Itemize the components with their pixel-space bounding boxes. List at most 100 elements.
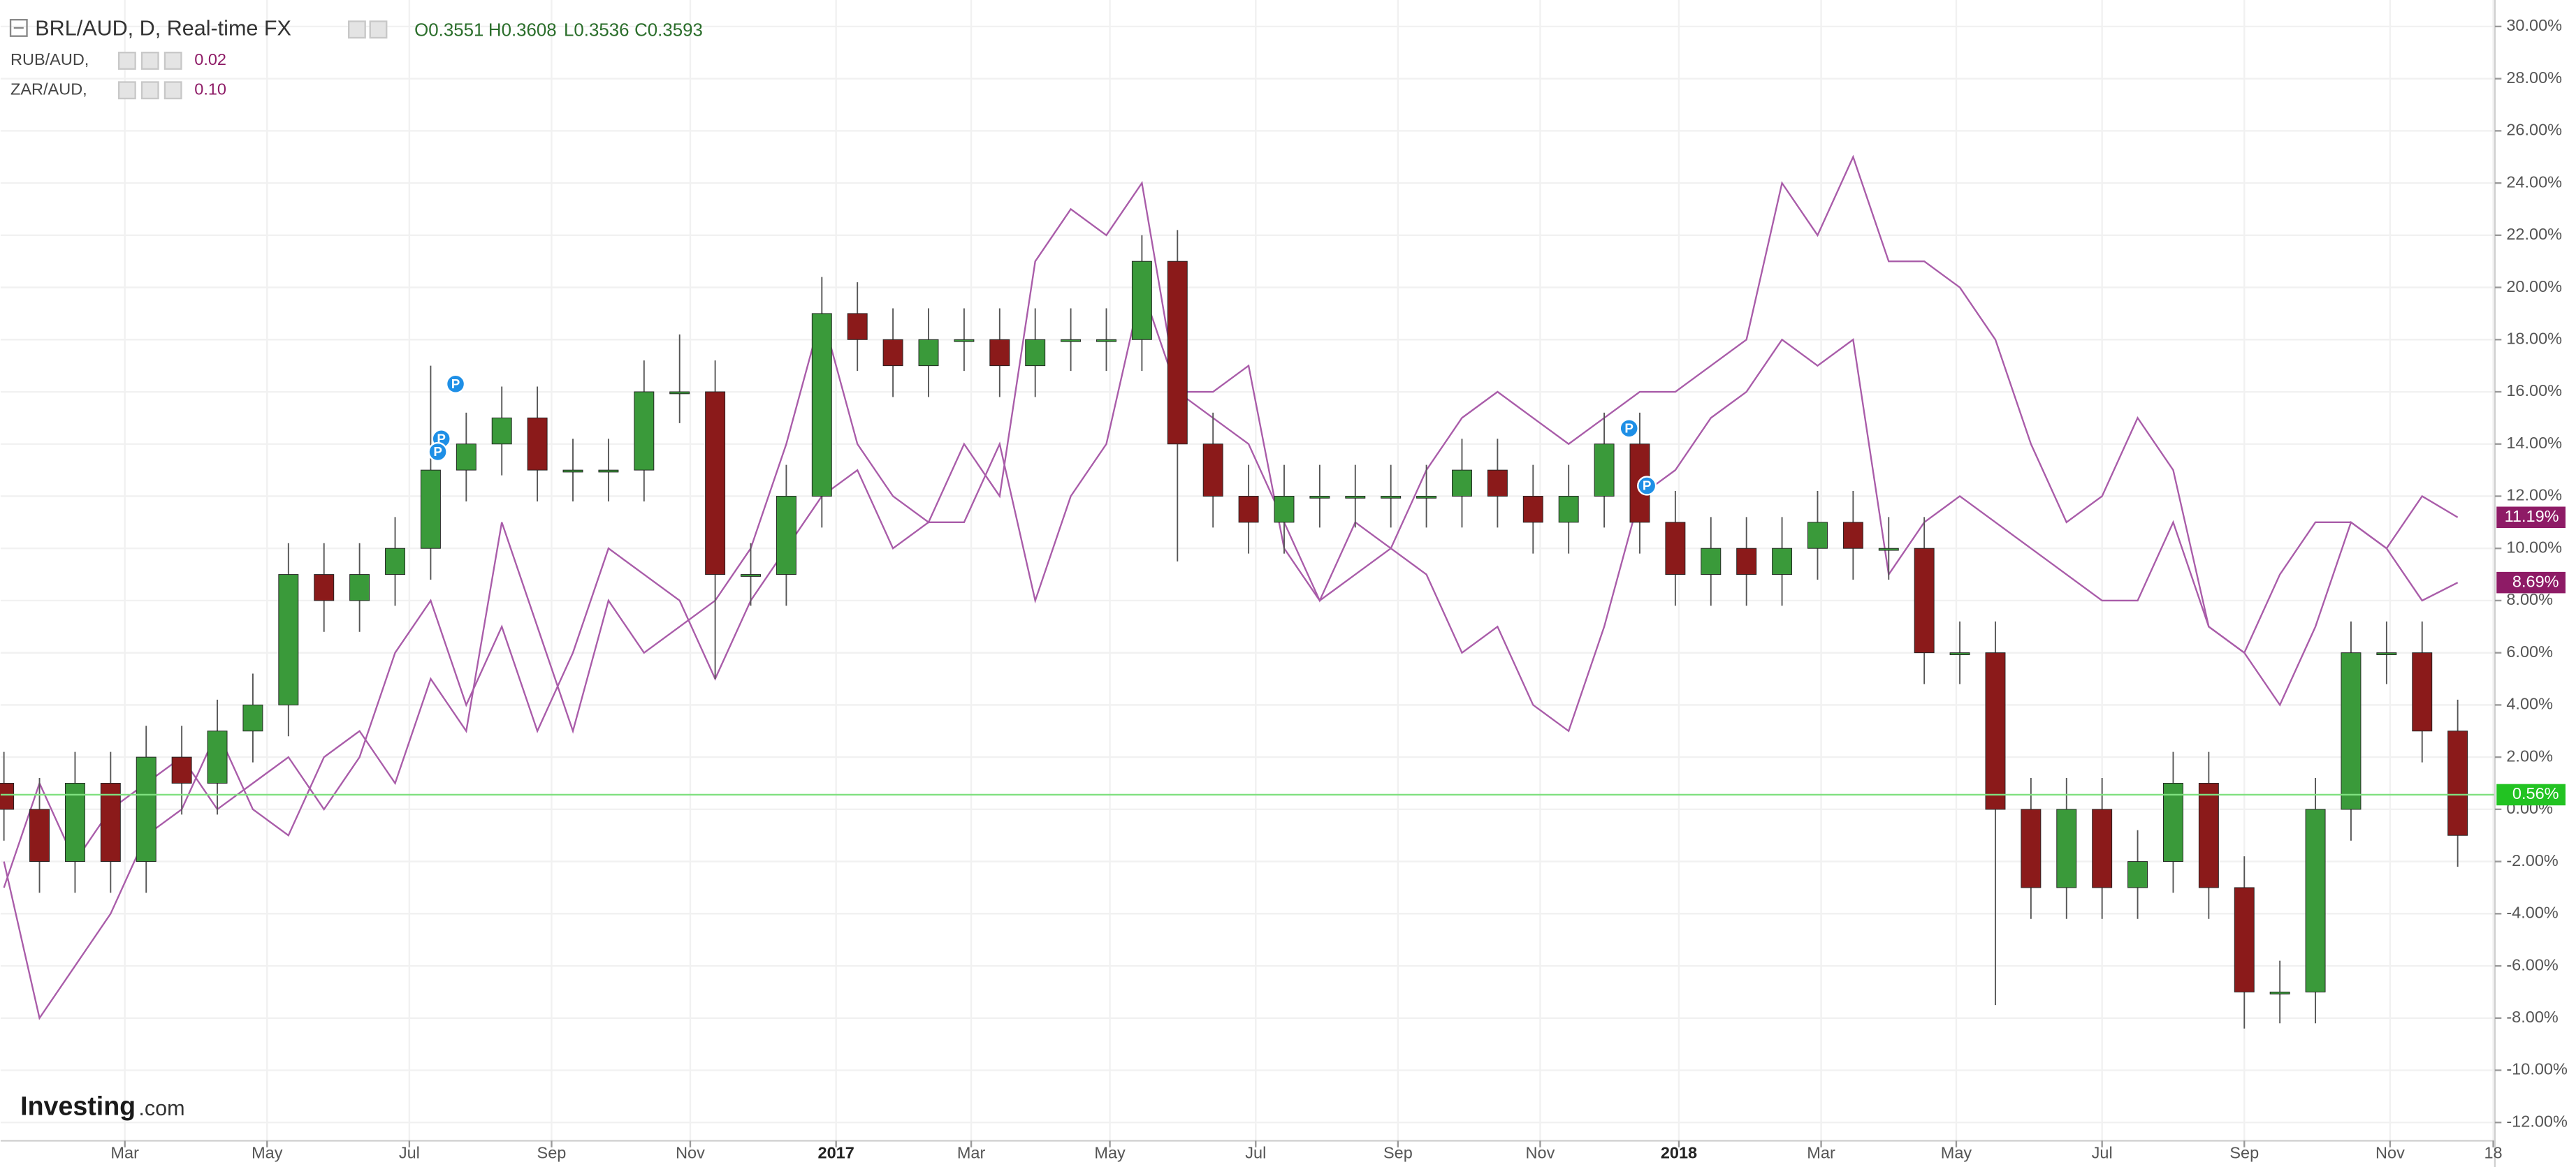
annotation-marker[interactable] — [445, 374, 466, 394]
legend-value: 0.10 — [194, 80, 226, 98]
x-tick-label: Sep — [537, 1143, 567, 1161]
legend-icon[interactable] — [117, 81, 136, 100]
annotation-marker[interactable] — [428, 441, 448, 462]
candle-body — [1736, 548, 1757, 575]
candle-body — [741, 574, 761, 577]
candle-body — [242, 704, 263, 732]
candle-body — [1522, 496, 1543, 523]
x-tick-label: 2017 — [818, 1143, 854, 1161]
reference-tag-bg — [2496, 784, 2566, 806]
y-tick-label: -6.00% — [2506, 955, 2559, 974]
series-line — [3, 154, 2459, 1020]
lines-layer — [3, 154, 2459, 1020]
candle-body — [349, 574, 370, 601]
x-tick-label: Mar — [957, 1143, 986, 1161]
legend-name[interactable]: ZAR/AUD, — [10, 80, 87, 98]
y-tick-label: 22.00% — [2506, 225, 2562, 243]
x-tick-label: Jul — [1245, 1143, 1266, 1161]
candle-body — [420, 469, 441, 549]
candle-body — [1416, 496, 1437, 499]
legend-name[interactable]: RUB/AUD, — [10, 50, 89, 68]
candle-body — [1381, 496, 1402, 499]
annotation-label: P — [451, 376, 460, 391]
candle-body — [1772, 548, 1793, 575]
settings-icon[interactable] — [369, 20, 388, 39]
candle-body — [385, 548, 405, 575]
candle-body — [456, 443, 476, 471]
y-tick-label: 12.00% — [2506, 486, 2562, 504]
last-value-tag-bg — [2496, 571, 2566, 594]
last-value-tag: 8.69% — [2512, 572, 2559, 590]
candle-body — [2341, 652, 2362, 810]
settings-icon[interactable] — [348, 20, 366, 39]
logo: Investing — [20, 1091, 136, 1120]
legend-icon[interactable] — [140, 52, 159, 70]
candle-body — [882, 339, 903, 367]
candle-body — [1842, 522, 1863, 549]
x-tick-label: May — [252, 1143, 283, 1161]
candle-body — [1096, 339, 1116, 342]
candle-body — [1487, 469, 1508, 497]
candle-body — [1878, 548, 1899, 551]
candle-body — [562, 469, 583, 473]
ohlc-value: C0.3593 — [634, 20, 703, 40]
candle-body — [811, 313, 832, 497]
y-tick-label: 18.00% — [2506, 329, 2562, 347]
legend-icon[interactable] — [140, 81, 159, 100]
series-line — [3, 284, 2459, 888]
candle-body — [0, 783, 15, 810]
legend-icon[interactable] — [117, 52, 136, 70]
x-tick-label: May — [1094, 1143, 1126, 1161]
candle-body — [207, 731, 228, 784]
candle-body — [2162, 783, 2183, 863]
candle-body — [29, 809, 50, 863]
x-tick-label: Jul — [2092, 1143, 2113, 1161]
ohlc-value: L0.3536 — [564, 20, 629, 40]
x-tick-label: Nov — [1526, 1143, 1555, 1161]
y-tick-label: 14.00% — [2506, 434, 2562, 452]
candle-body — [136, 756, 157, 863]
last-value-tag: 11.19% — [2505, 507, 2559, 525]
x-tick-label: 2018 — [1661, 1143, 1697, 1161]
candle-body — [100, 783, 121, 863]
candle-body — [989, 339, 1010, 367]
candle-body — [918, 339, 939, 367]
candle-body — [634, 391, 655, 471]
legend-icon[interactable] — [163, 81, 182, 100]
y-tick-label: 10.00% — [2506, 538, 2562, 556]
candle-body — [847, 313, 868, 340]
annotation-label: P — [1624, 420, 1633, 435]
candle-body — [2198, 783, 2219, 888]
legend-icon[interactable] — [163, 52, 182, 70]
candle-body — [1807, 522, 1828, 549]
x-tick-label: Sep — [2229, 1143, 2259, 1161]
collapse-icon[interactable] — [9, 19, 28, 37]
candle-body — [776, 496, 796, 575]
candle-body — [2412, 652, 2433, 732]
legend-value: 0.02 — [194, 50, 226, 68]
y-tick-label: 16.00% — [2506, 381, 2562, 399]
x-tick-label: Mar — [1807, 1143, 1835, 1161]
candle-body — [527, 417, 548, 471]
reference-tag: 0.56% — [2512, 784, 2559, 802]
y-tick-label: 30.00% — [2506, 16, 2562, 34]
y-tick-label: 2.00% — [2506, 747, 2553, 765]
candle-body — [2376, 652, 2397, 655]
candles-layer — [0, 230, 2468, 1029]
candle-body — [1131, 260, 1152, 340]
candle-body — [1061, 339, 1082, 342]
annotation-marker[interactable] — [1637, 476, 1657, 496]
candle-body — [2056, 809, 2077, 888]
candle-body — [2021, 809, 2042, 888]
candle-body — [1345, 496, 1366, 499]
y-tick-label: 26.00% — [2506, 121, 2562, 139]
candle-body — [1238, 496, 1259, 523]
x-tick-label: May — [1941, 1143, 1972, 1161]
y-tick-label: 20.00% — [2506, 277, 2562, 295]
y-tick-label: 4.00% — [2506, 695, 2553, 713]
annotation-marker[interactable] — [1619, 418, 1639, 439]
candle-body — [2269, 991, 2290, 994]
